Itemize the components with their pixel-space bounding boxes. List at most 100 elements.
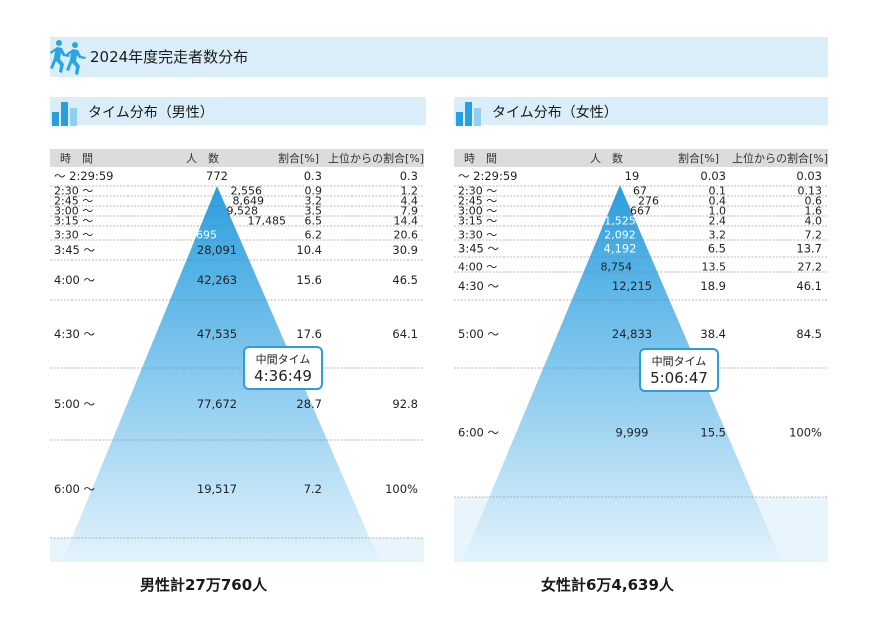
time-label: 3:45 ～ [54, 243, 95, 257]
ratio-value: 28.7 [296, 397, 322, 411]
female-table-header: 時 間 人 数 割合[%] 上位からの割合[%] [454, 149, 828, 167]
count-value: 19 [625, 169, 640, 183]
ratio-value: 13.5 [702, 261, 727, 274]
distribution-triangle [462, 185, 782, 562]
count-value: 47,535 [197, 327, 237, 341]
time-label: 4:30 ～ [458, 279, 499, 293]
ratio-value: 3.2 [305, 195, 323, 208]
cumulative-value: 46.5 [392, 273, 418, 287]
cumulative-value: 46.1 [796, 279, 822, 293]
male-section-banner [50, 97, 426, 125]
ratio-value: 3.2 [709, 229, 727, 242]
time-label: 2:45 ～ [54, 195, 93, 208]
ratio-value: 6.2 [305, 229, 323, 242]
ratio-value: 6.5 [708, 242, 726, 256]
cumulative-value: 27.2 [798, 261, 823, 274]
cumulative-value: 14.4 [394, 215, 419, 228]
time-label: 5:00 ～ [54, 397, 95, 411]
count-value: 2,556 [231, 185, 263, 198]
time-label: 3:30 ～ [458, 229, 497, 242]
count-value: 16,695 [179, 229, 218, 242]
female-total: 女性計6万4,639人 [541, 576, 674, 594]
header-cumulative: 上位からの割合[%] [732, 152, 829, 165]
female-section-title: タイム分布（女性） [492, 105, 618, 121]
cumulative-value: 0.6 [805, 195, 823, 208]
header-cumulative: 上位からの割合[%] [328, 152, 425, 165]
count-value: 2,092 [604, 229, 636, 242]
ratio-value: 3.5 [305, 205, 323, 218]
median-label: 中間タイム [255, 353, 311, 366]
time-label: 4:00 ～ [458, 261, 497, 274]
header-ratio: 割合[%] [678, 152, 720, 165]
count-value: 42,263 [197, 273, 237, 287]
ratio-value: 7.2 [304, 482, 322, 496]
cumulative-value: 0.03 [796, 169, 822, 183]
cumulative-value: 0.13 [798, 185, 823, 198]
ratio-value: 10.4 [296, 243, 322, 257]
cumulative-value: 100% [789, 426, 822, 440]
count-value: 77,672 [197, 397, 237, 411]
bar-chart-icon [52, 102, 77, 126]
ratio-value: 15.6 [296, 273, 322, 287]
male-section-title: タイム分布（男性） [88, 105, 214, 121]
cumulative-value: 64.1 [392, 327, 418, 341]
count-value: 8,754 [601, 261, 633, 274]
time-label: 3:00 ～ [54, 205, 93, 218]
header-ratio: 割合[%] [278, 152, 320, 165]
cumulative-value: 13.7 [796, 242, 822, 256]
runner-icon [50, 40, 86, 75]
count-value: 276 [638, 195, 659, 208]
count-value: 9,999 [616, 426, 649, 440]
header-time: 時 間 [60, 152, 93, 165]
time-label: 3:15 ～ [54, 215, 93, 228]
count-value: 24,833 [612, 327, 652, 341]
ratio-value: 0.1 [709, 185, 727, 198]
count-value: 1,525 [604, 215, 636, 228]
cumulative-value: 7.9 [401, 205, 419, 218]
time-label: 4:30 ～ [54, 327, 95, 341]
count-value: 667 [630, 205, 651, 218]
header-count: 人 数 [186, 152, 219, 165]
male-median-badge: 中間タイム 4:36:49 [243, 346, 323, 390]
distribution-triangle [62, 186, 380, 562]
time-label: 3:15 ～ [458, 215, 497, 228]
male-table-header: 時 間 人 数 割合[%] 上位からの割合[%] [50, 149, 424, 167]
time-label: 3:00 ～ [458, 205, 497, 218]
cumulative-value: 4.0 [805, 215, 823, 228]
ratio-value: 0.3 [304, 169, 322, 183]
count-value: 67 [633, 185, 647, 198]
female-section-banner [454, 97, 828, 125]
ratio-value: 17.6 [296, 327, 322, 341]
cumulative-value: 92.8 [392, 397, 418, 411]
time-label: 4:00 ～ [54, 273, 95, 287]
ratio-value: 6.5 [305, 215, 323, 228]
count-value: 28,091 [197, 243, 237, 257]
ratio-value: 2.4 [709, 215, 727, 228]
cumulative-value: 84.5 [796, 327, 822, 341]
cumulative-value: 0.3 [400, 169, 418, 183]
median-label: 中間タイム [651, 355, 707, 368]
cumulative-value: 20.6 [394, 229, 419, 242]
header-count: 人 数 [590, 152, 623, 165]
median-value: 4:36:49 [254, 367, 312, 385]
page-title: 2024年度完走者数分布 [90, 48, 249, 66]
count-value: 4,192 [604, 242, 637, 256]
bar-chart-icon [456, 102, 481, 126]
ratio-value: 1.0 [709, 205, 727, 218]
ratio-value: 0.4 [709, 195, 727, 208]
count-value: 9,528 [227, 205, 259, 218]
count-value: 772 [206, 169, 228, 183]
time-label: 6:00 ～ [458, 426, 499, 440]
cumulative-value: 1.6 [805, 205, 823, 218]
time-label: ～ 2:29:59 [54, 169, 114, 183]
count-value: 12,215 [612, 279, 652, 293]
cumulative-value: 100% [385, 482, 418, 496]
time-label: 2:45 ～ [458, 195, 497, 208]
time-label: 5:00 ～ [458, 327, 499, 341]
cumulative-value: 30.9 [392, 243, 418, 257]
cumulative-value: 1.2 [401, 185, 419, 198]
median-value: 5:06:47 [650, 369, 708, 387]
ratio-value: 15.5 [700, 426, 726, 440]
count-value: 19,517 [197, 482, 237, 496]
